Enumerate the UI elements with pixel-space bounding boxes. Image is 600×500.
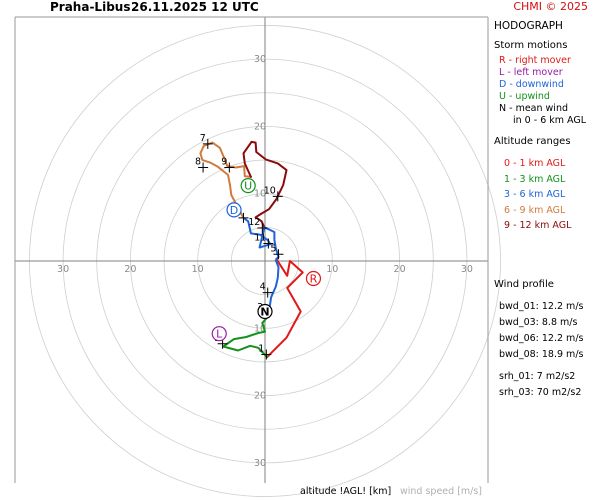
height-marker [261,349,272,360]
storm-motion-label: U [244,180,252,193]
storm-motion-marker [305,270,322,287]
legend-panel: HODOGRAPH Storm motions R - right mover … [494,20,600,401]
height-label: 10 [264,185,276,196]
height-label: 12 [248,217,260,228]
ring-tick-label: 20 [254,121,266,132]
height-label: 1 [258,344,264,355]
storm-motion-label: L [216,328,223,341]
hodograph-series-line [266,256,304,359]
height-label: 7 [200,133,206,144]
ring-tick-label: 10 [254,189,266,200]
altitude-ranges-title: Altitude ranges [494,136,571,147]
height-label: 9 [221,156,227,167]
storm-motion-markers: R L DU N [211,178,322,342]
height-marker [263,238,274,249]
storm-motion-item: L - left mover [499,67,563,78]
hodograph-series-line [242,140,288,227]
height-label: 4 [260,282,266,293]
storm-motion-label: R [310,272,318,285]
wind-profile-item: srh_01: 7 m2/s2 [499,370,576,382]
height-marker [238,212,249,223]
ring-tick-label: 20 [394,264,406,275]
height-marker [224,162,235,173]
height-marker [262,287,273,298]
storm-motion-label: N [260,305,269,318]
altitude-range-item: 6 - 9 km AGL [504,204,566,216]
ring-tick-label: 10 [326,264,338,275]
altitude-axis-caption: altitude !AGL! [km] [300,486,392,497]
altitude-range-item: 9 - 12 km AGL [504,220,572,231]
ring-tick-label: 10 [254,323,266,334]
wind-profile-item: bwd_03: 8.8 m/s [499,316,578,328]
height-marker [272,191,283,202]
height-marker [202,138,213,149]
speed-axis-caption: wind speed [m/s] [400,486,483,497]
height-label: 8 [195,156,201,167]
ring-tick-label: 30 [254,54,266,65]
wind-profile-item: srh_03: 70 m2/s2 [499,386,582,398]
station-name: Praha-Libus [50,0,131,14]
copyright-notice: CHMI © 2025 [513,0,588,13]
storm-motion-marker [226,202,242,218]
storm-motion-item: U - upwind [499,91,550,102]
ring-tick-label: 10 [192,264,204,275]
wind-profile-item: bwd_01: 12.2 m/s [499,300,584,312]
storm-motion-item: R - right mover [499,55,571,66]
storm-motions-title: Storm motions [494,40,568,51]
altitude-range-item: 1 - 3 km AGL [504,173,566,185]
hodograph-axes [14,16,489,483]
ring-tick-label: 30 [57,264,69,275]
ring-tick-label: 30 [254,458,266,469]
hodograph-series-line [242,216,280,316]
ring-tick-label: 20 [254,391,266,402]
storm-motion-marker [240,178,256,194]
storm-motion-marker [211,326,227,342]
ring-tick-label: 20 [124,264,136,275]
wind-profile-item: bwd_06: 12.2 m/s [499,332,584,344]
storm-motion-item: D - downwind [499,79,564,90]
height-marker [273,249,284,260]
height-marker [257,223,268,234]
altitude-range-item: 3 - 6 km AGL [504,189,566,200]
wind-profile-title: Wind profile [494,278,554,290]
height-marker [198,162,209,173]
storm-motion-label: D [230,204,238,217]
altitude-range-item: 0 - 1 km AGL [504,158,566,169]
height-label: 5 [270,243,276,254]
wind-profile-item: bwd_08: 18.9 m/s [499,348,584,360]
height-label: 11 [254,233,266,244]
hodograph-series [199,140,304,359]
ring-tick-label: 30 [461,264,473,275]
storm-motion-item: N - mean wind [499,103,568,114]
storm-motion-item: in 0 - 6 km AGL [513,115,587,126]
legend-title: HODOGRAPH [494,20,563,32]
valid-datetime: 26.11.2025 12 UTC [131,0,259,14]
storm-motion-marker [257,303,273,320]
hodograph-series-line [199,141,252,219]
hodograph-series-line [222,313,269,359]
